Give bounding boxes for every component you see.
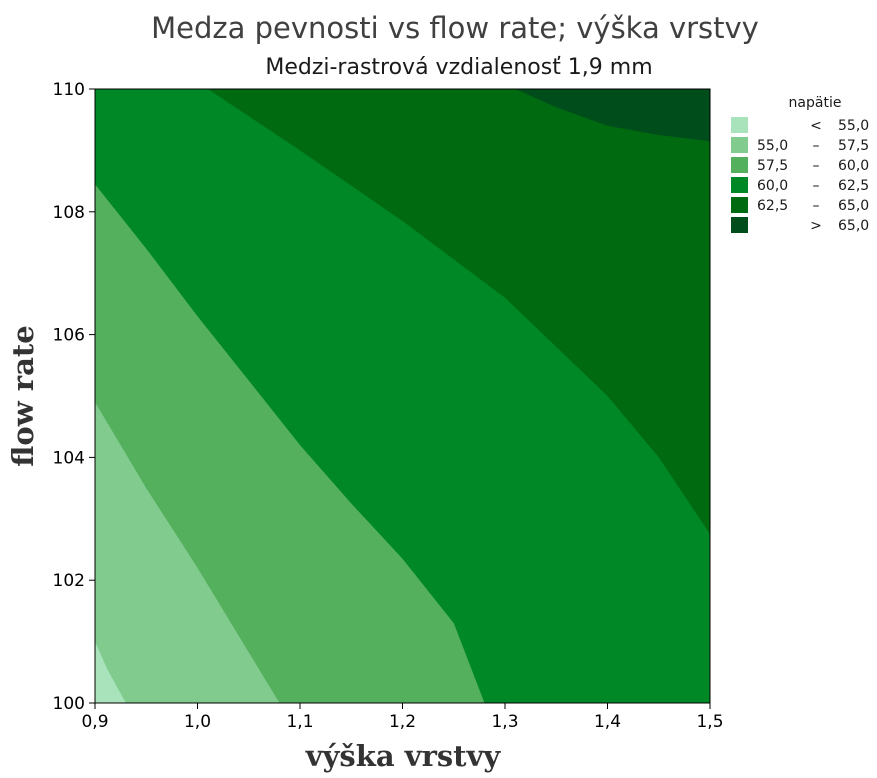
- y-tick-label: 110: [53, 80, 85, 100]
- legend-swatch: [731, 157, 748, 173]
- y-tick-label: 100: [53, 694, 85, 714]
- legend-high-label: 65,0: [838, 218, 869, 234]
- legend-high-label: 65,0: [838, 198, 869, 214]
- contour-region-0: [95, 641, 126, 703]
- legend-operator: <: [810, 118, 822, 134]
- legend-low-label: 62,5: [757, 198, 788, 214]
- chart-subtitle: Medzi-rastrová vzdialenosť 1,9 mm: [265, 55, 652, 80]
- x-tick-label: 1,5: [696, 712, 723, 732]
- y-axis: 100 102 104 106 108 110: [53, 80, 95, 714]
- legend: napätie <55,0 55,0 – 57,5 57,5 – 60,0 60,0 – 62,5…: [731, 95, 869, 234]
- legend-high-label: 55,0: [838, 118, 869, 134]
- x-tick-label: 1,4: [594, 712, 621, 732]
- legend-swatch: [731, 177, 748, 193]
- plot-area: [94, 88, 711, 704]
- contour-region-1: [95, 402, 280, 703]
- y-tick-label: 108: [53, 203, 85, 223]
- legend-swatch: [731, 217, 748, 233]
- y-tick-label: 102: [53, 571, 85, 591]
- legend-swatch: [731, 137, 748, 153]
- legend-operator: –: [813, 138, 820, 154]
- legend-swatch: [731, 117, 748, 133]
- legend-swatch: [731, 197, 748, 213]
- legend-title: napätie: [789, 95, 842, 111]
- legend-operator: –: [813, 178, 820, 194]
- x-axis-label: výška vrstvy: [305, 739, 502, 773]
- x-axis: 0,9 1,0 1,1 1,2 1,3 1,4 1,5: [81, 703, 724, 732]
- legend-operator: >: [810, 218, 822, 234]
- legend-low-label: 57,5: [757, 158, 788, 174]
- x-tick-label: 1,3: [491, 712, 518, 732]
- y-tick-label: 104: [53, 448, 85, 468]
- legend-high-label: 62,5: [838, 178, 869, 194]
- legend-operator: –: [813, 198, 820, 214]
- legend-high-label: 57,5: [838, 138, 869, 154]
- legend-high-label: 60,0: [838, 158, 869, 174]
- x-tick-label: 1,1: [286, 712, 313, 732]
- y-axis-label: flow rate: [6, 325, 40, 466]
- x-tick-label: 0,9: [81, 712, 108, 732]
- y-tick-label: 106: [53, 326, 85, 346]
- legend-operator: –: [813, 158, 820, 174]
- x-tick-label: 1,0: [184, 712, 211, 732]
- legend-low-label: 60,0: [757, 178, 788, 194]
- chart-title: Medza pevnosti vs flow rate; výška vrstv…: [151, 11, 759, 45]
- x-tick-label: 1,2: [389, 712, 416, 732]
- legend-low-label: 55,0: [757, 138, 788, 154]
